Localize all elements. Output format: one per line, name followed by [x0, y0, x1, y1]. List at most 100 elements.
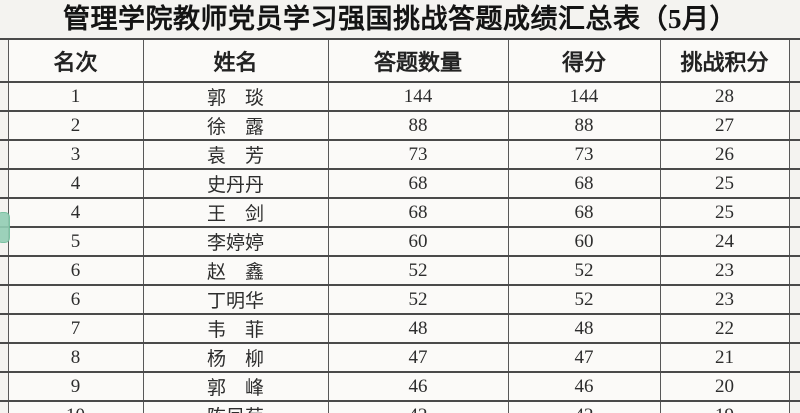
cell-rank: 4 [7, 197, 144, 228]
edge-sliver [0, 313, 9, 344]
cell-points: 26 [659, 139, 790, 170]
edge-sliver [0, 110, 9, 141]
table-row: 4 史丹丹 68 68 25 [0, 168, 800, 199]
cell-name: 韦 菲 [142, 313, 329, 344]
cell-answers: 47 [327, 342, 509, 373]
edge-sliver [0, 38, 9, 83]
cell-answers: 52 [327, 284, 509, 315]
cell-name: 徐 露 [142, 110, 329, 141]
cell-rank: 7 [7, 313, 144, 344]
table-row: 10陈凤菊424219 [0, 400, 800, 413]
cell-answers: 73 [327, 139, 509, 170]
cell-score: 73 [507, 139, 661, 170]
cell-answers: 48 [327, 313, 509, 344]
edge-sliver [0, 139, 9, 170]
cell-points: 20 [659, 371, 790, 402]
cell-score: 52 [507, 284, 661, 315]
cell-answers: 144 [327, 81, 509, 112]
cell-score: 68 [507, 168, 661, 199]
col-header-rank: 名次 [7, 38, 144, 83]
cell-name: 杨 柳 [142, 342, 329, 373]
cell-rank: 9 [7, 371, 144, 402]
cell-points: 28 [659, 81, 790, 112]
edge-sliver [0, 371, 9, 402]
col-header-points: 挑战积分 [659, 38, 790, 83]
cell-points: 23 [659, 255, 790, 286]
edge-sliver [788, 139, 800, 170]
cell-rank: 4 [7, 168, 144, 199]
edge-sliver [0, 168, 9, 199]
cell-rank: 10 [7, 400, 144, 413]
cell-points: 23 [659, 284, 790, 315]
header-row: 名次 姓名 答题数量 得分 挑战积分 [0, 38, 800, 83]
cell-rank: 2 [7, 110, 144, 141]
cell-name: 李婷婷 [142, 226, 329, 257]
edge-sliver [788, 197, 800, 228]
edge-sliver [788, 38, 800, 83]
cell-points: 21 [659, 342, 790, 373]
col-header-name: 姓名 [142, 38, 329, 83]
cell-points: 25 [659, 197, 790, 228]
cell-name: 王 剑 [142, 197, 329, 228]
cell-answers: 52 [327, 255, 509, 286]
cell-rank: 1 [7, 81, 144, 112]
cell-score: 48 [507, 313, 661, 344]
selection-marker-green [0, 212, 10, 243]
edge-sliver [788, 110, 800, 141]
cell-name: 郭 琰 [142, 81, 329, 112]
cell-answers: 68 [327, 197, 509, 228]
cell-points: 22 [659, 313, 790, 344]
cell-rank: 6 [7, 284, 144, 315]
cell-answers: 60 [327, 226, 509, 257]
cell-name: 丁明华 [142, 284, 329, 315]
col-header-answers: 答题数量 [327, 38, 509, 83]
table-row: 5 李婷婷 60 60 24 [0, 226, 800, 257]
cell-rank: 3 [7, 139, 144, 170]
cell-answers: 68 [327, 168, 509, 199]
cell-points: 19 [659, 400, 790, 413]
cell-score: 144 [507, 81, 661, 112]
cell-name: 袁 芳 [142, 139, 329, 170]
cell-rank: 5 [7, 226, 144, 257]
col-header-score: 得分 [507, 38, 661, 83]
cell-name: 郭 峰 [142, 371, 329, 402]
cell-answers: 46 [327, 371, 509, 402]
edge-sliver [0, 342, 9, 373]
edge-sliver [0, 81, 9, 112]
cell-score: 52 [507, 255, 661, 286]
cell-answers: 42 [327, 400, 509, 413]
edge-sliver [788, 226, 800, 257]
cell-name: 赵 鑫 [142, 255, 329, 286]
edge-sliver [788, 284, 800, 315]
cell-score: 47 [507, 342, 661, 373]
cell-name: 史丹丹 [142, 168, 329, 199]
cell-points: 25 [659, 168, 790, 199]
table-row: 6 丁明华 52 52 23 [0, 284, 800, 315]
edge-sliver [788, 371, 800, 402]
cell-answers: 88 [327, 110, 509, 141]
cell-score: 60 [507, 226, 661, 257]
page-title: 管理学院教师党员学习强国挑战答题成绩汇总表（5月） [63, 4, 737, 34]
edge-sliver [788, 168, 800, 199]
cell-score: 46 [507, 371, 661, 402]
edge-sliver [0, 284, 9, 315]
cell-score: 42 [507, 400, 661, 413]
edge-sliver [0, 255, 9, 286]
cell-points: 27 [659, 110, 790, 141]
cell-rank: 8 [7, 342, 144, 373]
cell-score: 88 [507, 110, 661, 141]
edge-sliver [788, 342, 800, 373]
edge-sliver [788, 81, 800, 112]
cell-points: 24 [659, 226, 790, 257]
